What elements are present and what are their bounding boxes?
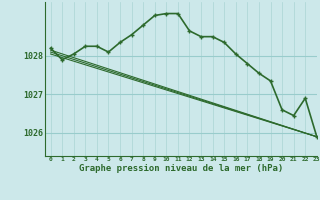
X-axis label: Graphe pression niveau de la mer (hPa): Graphe pression niveau de la mer (hPa) (79, 164, 283, 173)
